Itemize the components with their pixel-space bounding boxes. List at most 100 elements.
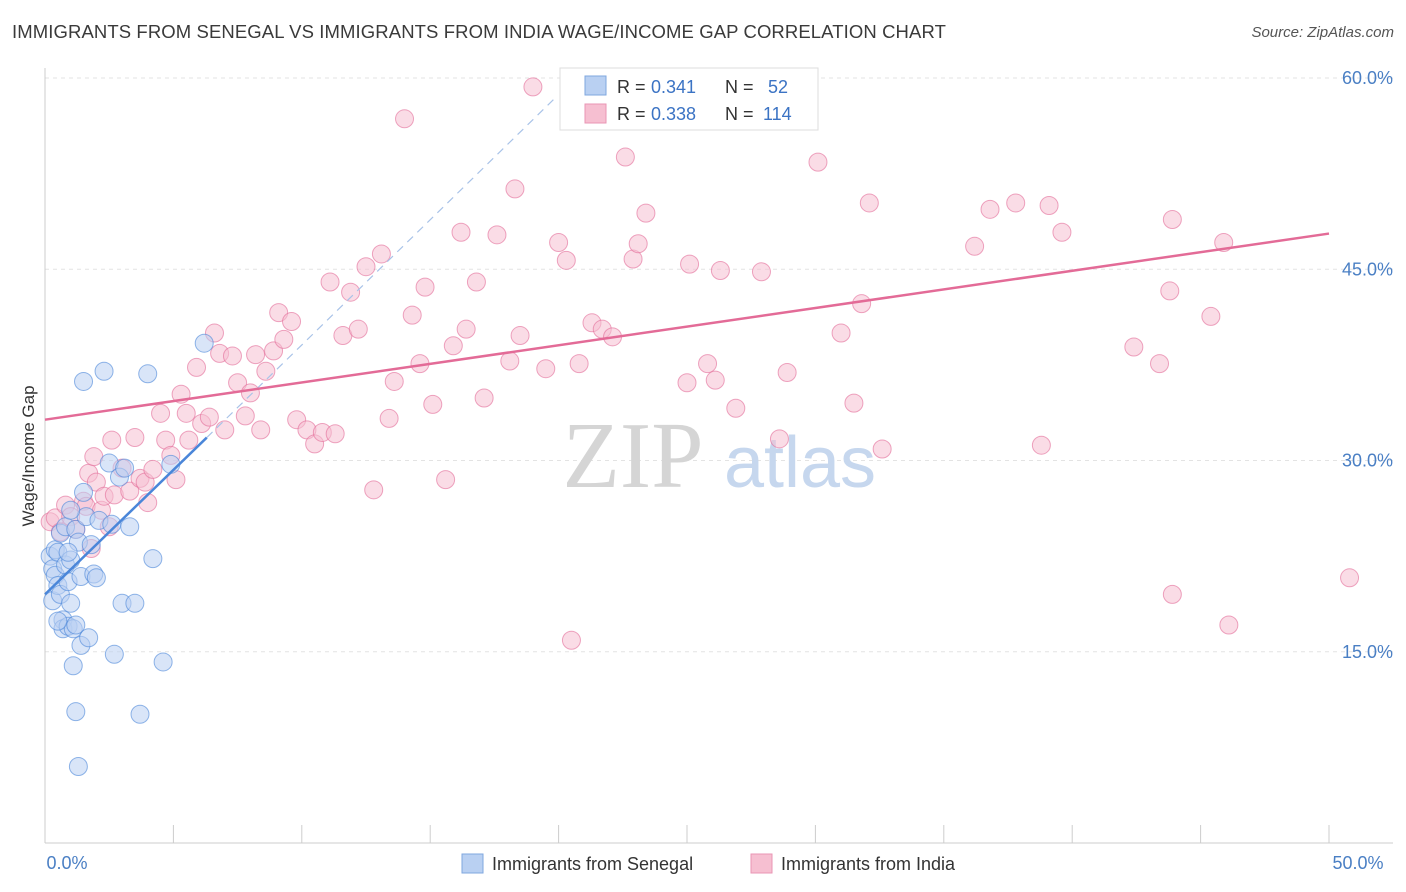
- senegal-point-31: [86, 568, 106, 588]
- india-point-72: [474, 388, 494, 408]
- india-point-58: [364, 480, 384, 500]
- india-point-74: [500, 351, 520, 371]
- india-point-62: [395, 109, 415, 129]
- india-point-115: [1162, 584, 1182, 604]
- india-point-37: [222, 346, 242, 366]
- india-point-97: [769, 429, 789, 449]
- india-point-100: [831, 323, 851, 343]
- india-point-69: [451, 222, 471, 242]
- legend-r-label-senegal: R =: [617, 77, 646, 97]
- india-point-105: [965, 236, 985, 256]
- india-point-75: [505, 179, 525, 199]
- india-point-106: [980, 199, 1000, 219]
- y-axis-tick-labels: 15.0% 30.0% 45.0% 60.0%: [1342, 68, 1393, 662]
- india-point-80: [556, 250, 576, 270]
- india-point-63: [402, 305, 422, 325]
- india-point-108: [1031, 435, 1051, 455]
- india-point-46: [274, 329, 294, 349]
- india-point-73: [487, 225, 507, 245]
- senegal-point-40: [120, 517, 140, 537]
- india-point-60: [379, 408, 399, 428]
- senegal-point-46: [161, 454, 181, 474]
- senegal-point-42: [130, 704, 150, 724]
- india-point-66: [423, 394, 443, 414]
- india-point-55: [341, 282, 361, 302]
- india-point-118: [1219, 615, 1239, 635]
- senegal-point-47: [194, 333, 214, 353]
- india-point-119: [1340, 568, 1360, 588]
- india-point-47: [282, 312, 302, 332]
- senegal-point-28: [79, 628, 99, 648]
- senegal-point-29: [81, 535, 101, 555]
- india-point-76: [510, 326, 530, 346]
- india-point-41: [246, 345, 266, 365]
- y-tick-label-0: 15.0%: [1342, 642, 1393, 662]
- india-point-94: [710, 261, 730, 281]
- axes: [44, 68, 1393, 844]
- india-point-40: [240, 383, 260, 403]
- senegal-point-44: [143, 549, 163, 569]
- senegal-points: [40, 333, 214, 776]
- india-point-24: [151, 403, 171, 423]
- india-point-23: [143, 459, 163, 479]
- india-point-70: [456, 319, 476, 339]
- senegal-point-39: [115, 458, 135, 478]
- india-point-61: [384, 371, 404, 391]
- india-point-29: [176, 403, 196, 423]
- senegal-point-18: [63, 656, 83, 676]
- india-point-39: [235, 406, 255, 426]
- india-point-107: [1006, 193, 1026, 213]
- legend-n-label-senegal: N =: [725, 77, 754, 97]
- india-point-18: [120, 481, 140, 501]
- bottom-legend: Immigrants from Senegal Immigrants from …: [461, 853, 956, 874]
- legend-n-label-india: N =: [725, 104, 754, 124]
- senegal-point-50: [66, 615, 86, 635]
- india-point-113: [1160, 281, 1180, 301]
- india-trend-line: [44, 232, 1330, 421]
- india-point-33: [199, 407, 219, 427]
- india-point-52: [320, 272, 340, 292]
- india-point-90: [677, 373, 697, 393]
- y-tick-label-1: 30.0%: [1342, 451, 1393, 471]
- senegal-point-33: [94, 361, 114, 381]
- india-point-30: [179, 430, 199, 450]
- india-point-98: [777, 363, 797, 383]
- watermark: ZIP atlas: [563, 404, 877, 508]
- senegal-point-48: [58, 542, 78, 562]
- senegal-point-25: [74, 482, 94, 502]
- legend-swatch-india: [584, 103, 607, 124]
- india-point-65: [415, 277, 435, 297]
- india-point-36: [215, 420, 235, 440]
- india-point-56: [348, 319, 368, 339]
- india-point-42: [251, 420, 271, 440]
- senegal-point-20: [66, 702, 86, 722]
- india-point-53: [325, 424, 345, 444]
- india-point-79: [549, 232, 569, 252]
- bottom-legend-swatch-senegal: [461, 853, 484, 874]
- india-point-89: [636, 203, 656, 223]
- senegal-point-21: [68, 757, 88, 776]
- legend-r-label-india: R =: [617, 104, 646, 124]
- gridlines: [45, 77, 1393, 653]
- y-tick-label-3: 60.0%: [1342, 68, 1393, 88]
- senegal-trend-line: [44, 436, 208, 596]
- india-point-77: [523, 77, 543, 97]
- senegal-point-51: [48, 611, 68, 631]
- y-axis-title: Wage/Income Gap: [19, 385, 38, 526]
- india-point-88: [628, 234, 648, 254]
- senegal-point-15: [61, 593, 81, 613]
- bottom-legend-swatch-india: [750, 853, 773, 874]
- senegal-point-45: [153, 652, 173, 672]
- india-point-43: [256, 361, 276, 381]
- india-point-19: [125, 428, 145, 448]
- senegal-point-49: [61, 500, 81, 520]
- legend-r-value-india: 0.338: [651, 104, 696, 124]
- trend-lines: [44, 96, 1330, 596]
- india-point-104: [872, 439, 892, 459]
- senegal-trend-extension: [206, 96, 557, 438]
- india-point-95: [726, 398, 746, 418]
- senegal-point-26: [74, 371, 94, 391]
- watermark-zip: ZIP: [563, 404, 704, 508]
- india-point-109: [1039, 196, 1059, 215]
